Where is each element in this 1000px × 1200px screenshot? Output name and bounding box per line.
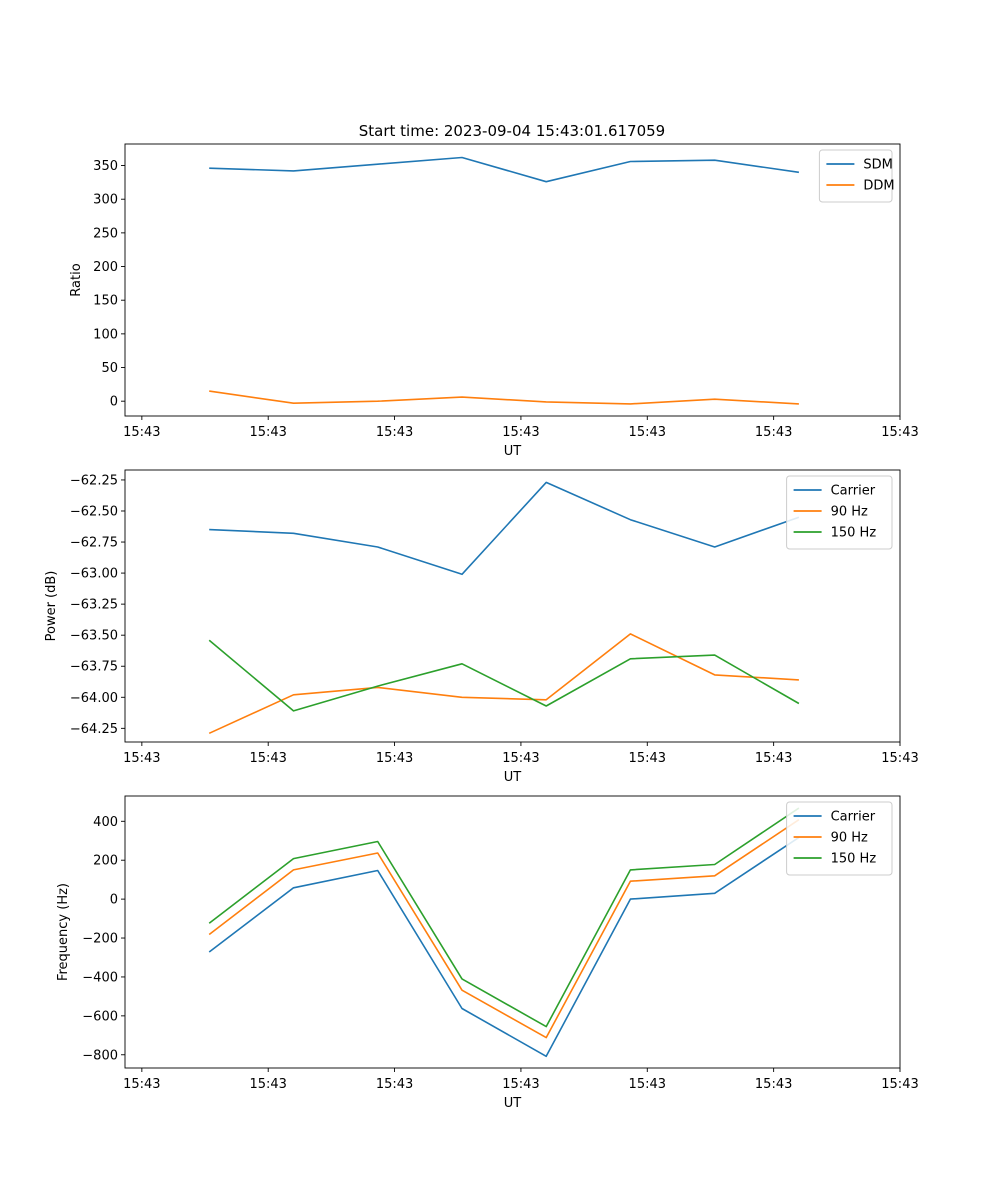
axes-frame	[124, 795, 901, 1069]
series-line-carrier	[208, 836, 800, 1058]
x-tick-label: 15:43	[123, 425, 160, 440]
y-tick-label: −62.50	[70, 504, 118, 519]
y-tick-label: −64.25	[70, 722, 118, 737]
axes-frame	[124, 469, 901, 743]
x-tick-label: 15:43	[123, 1077, 160, 1092]
y-tick-label: −63.25	[70, 598, 118, 613]
y-tick-label: −62.75	[70, 536, 118, 551]
x-tick-label: 15:43	[376, 425, 413, 440]
x-tick-label: 15:43	[249, 751, 286, 766]
series-line-90-hz	[208, 633, 799, 735]
y-tick-label: 150	[93, 294, 118, 309]
y-tick-label: 250	[93, 226, 118, 241]
y-tick-label: 400	[93, 815, 118, 830]
series-line-ddm	[209, 390, 799, 405]
x-tick-label: 15:43	[376, 1077, 413, 1092]
y-tick-label: 300	[93, 193, 118, 208]
y-tick-label: −63.00	[70, 567, 118, 582]
x-tick-label: 15:43	[629, 751, 666, 766]
subplot-ratio: 15:43 15:43 15:43 15:43 15:43 15:43 15:43 0 50 10…	[69, 143, 919, 459]
y-tick-label: 200	[93, 854, 118, 869]
series-line-carrier	[209, 481, 800, 576]
y-tick-label: −600	[82, 1009, 118, 1024]
chart-title: Start time: 2023-09-04 15:43:01.617059	[359, 122, 665, 140]
y-tick-label: −63.75	[70, 660, 118, 675]
y-tick-label: 350	[93, 159, 118, 174]
y-tick-label: −800	[82, 1048, 118, 1063]
axes-frame	[124, 143, 901, 417]
y-tick-label: −200	[82, 932, 118, 947]
x-tick-label: 15:43	[881, 751, 918, 766]
x-tick-label: 15:43	[376, 751, 413, 766]
y-tick-label: −63.50	[70, 629, 118, 644]
series-line-sdm	[209, 156, 800, 183]
legend: SDM DDM	[818, 149, 895, 203]
y-axis-label: Power (dB)	[44, 571, 59, 642]
x-axis-label: UT	[504, 770, 522, 785]
subplot-frequency: 15:43 15:43 15:43 15:43 15:43 15:43 15:43 400 20…	[56, 795, 919, 1111]
legend-label-sdm: SDM	[863, 158, 892, 173]
x-tick-label: 15:43	[249, 425, 286, 440]
x-axis-label: UT	[504, 444, 522, 459]
x-tick-label: 15:43	[502, 751, 539, 766]
x-tick-label: 15:43	[123, 751, 160, 766]
x-tick-label: 15:43	[755, 425, 792, 440]
y-tick-label: −62.25	[70, 473, 118, 488]
y-tick-label: −400	[82, 970, 118, 985]
x-tick-label: 15:43	[881, 1077, 918, 1092]
legend-box	[818, 149, 893, 203]
legend: Carrier 90 Hz 150 Hz	[786, 475, 893, 550]
y-tick-label: 200	[93, 260, 118, 275]
legend-label-150-hz: 150 Hz	[831, 852, 877, 867]
legend-box	[786, 801, 893, 876]
series-line-90-hz	[208, 819, 800, 1039]
legend-label-150-hz: 150 Hz	[831, 526, 877, 541]
y-tick-label: 100	[93, 327, 118, 342]
legend-label-90-hz: 90 Hz	[831, 505, 868, 520]
legend-label-90-hz: 90 Hz	[831, 831, 868, 846]
x-tick-label: 15:43	[629, 425, 666, 440]
y-tick-label: 50	[101, 361, 118, 376]
x-axis-label: UT	[504, 1096, 522, 1111]
legend-label-carrier: Carrier	[831, 484, 876, 499]
series-line-150-hz	[208, 639, 800, 712]
legend-box	[786, 475, 893, 550]
y-axis-label: Ratio	[69, 263, 84, 296]
y-tick-label: 0	[110, 395, 118, 410]
x-tick-label: 15:43	[502, 1077, 539, 1092]
x-tick-label: 15:43	[755, 1077, 792, 1092]
y-axis-label: Frequency (Hz)	[56, 883, 71, 981]
legend-label-ddm: DDM	[863, 179, 894, 194]
x-tick-label: 15:43	[249, 1077, 286, 1092]
x-tick-label: 15:43	[755, 751, 792, 766]
y-tick-label: −64.00	[70, 691, 118, 706]
legend: Carrier 90 Hz 150 Hz	[786, 801, 893, 876]
x-tick-label: 15:43	[881, 425, 918, 440]
legend-label-carrier: Carrier	[831, 810, 876, 825]
series-line-150-hz	[208, 807, 800, 1028]
y-tick-label: 0	[110, 893, 118, 908]
subplot-power: 15:43 15:43 15:43 15:43 15:43 15:43 15:43 −62.2…	[44, 469, 919, 785]
x-tick-label: 15:43	[502, 425, 539, 440]
x-tick-label: 15:43	[629, 1077, 666, 1092]
